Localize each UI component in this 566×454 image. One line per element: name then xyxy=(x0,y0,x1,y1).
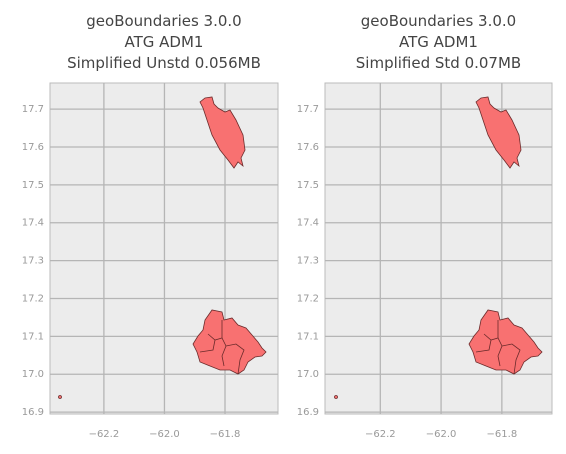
x-tick-label: −61.8 xyxy=(487,429,518,440)
x-tick-label: −62.0 xyxy=(149,429,180,440)
y-tick-label: 17.1 xyxy=(22,331,44,342)
y-tick-label: 17.1 xyxy=(297,331,319,342)
map-panel: geoBoundaries 3.0.0 ATG ADM1 Simplified St… xyxy=(297,12,553,440)
y-tick-label: 17.3 xyxy=(297,256,319,267)
y-tick-label: 16.9 xyxy=(22,407,44,418)
y-tick-label: 17.2 xyxy=(22,293,44,304)
x-tick-label: −62.0 xyxy=(426,429,457,440)
panel-title: ATG ADM1 xyxy=(125,33,204,51)
y-tick-label: 17.4 xyxy=(22,218,44,229)
y-tick-label: 17.5 xyxy=(297,180,319,191)
map-panel: geoBoundaries 3.0.0 ATG ADM1 Simplified Un… xyxy=(22,12,279,440)
y-tick-label: 17.0 xyxy=(22,369,44,380)
panel-title: ATG ADM1 xyxy=(399,33,478,51)
panel-title: Simplified Unstd 0.056MB xyxy=(67,54,261,72)
y-tick-label: 17.2 xyxy=(297,293,319,304)
y-tick-label: 17.6 xyxy=(297,142,319,153)
y-tick-label: 17.3 xyxy=(22,256,44,267)
y-tick-label: 17.7 xyxy=(297,104,319,115)
y-tick-label: 17.5 xyxy=(22,180,44,191)
y-tick-label: 17.4 xyxy=(297,218,319,229)
y-tick-label: 16.9 xyxy=(297,407,319,418)
x-tick-label: −62.2 xyxy=(89,429,120,440)
y-tick-label: 17.0 xyxy=(297,369,319,380)
panel-title: geoBoundaries 3.0.0 xyxy=(361,12,516,30)
y-tick-label: 17.7 xyxy=(22,104,44,115)
panel-title: Simplified Std 0.07MB xyxy=(356,54,521,72)
x-tick-label: −62.2 xyxy=(365,429,396,440)
panel-title: geoBoundaries 3.0.0 xyxy=(86,12,241,30)
x-tick-label: −61.8 xyxy=(210,429,241,440)
y-tick-label: 17.6 xyxy=(22,142,44,153)
